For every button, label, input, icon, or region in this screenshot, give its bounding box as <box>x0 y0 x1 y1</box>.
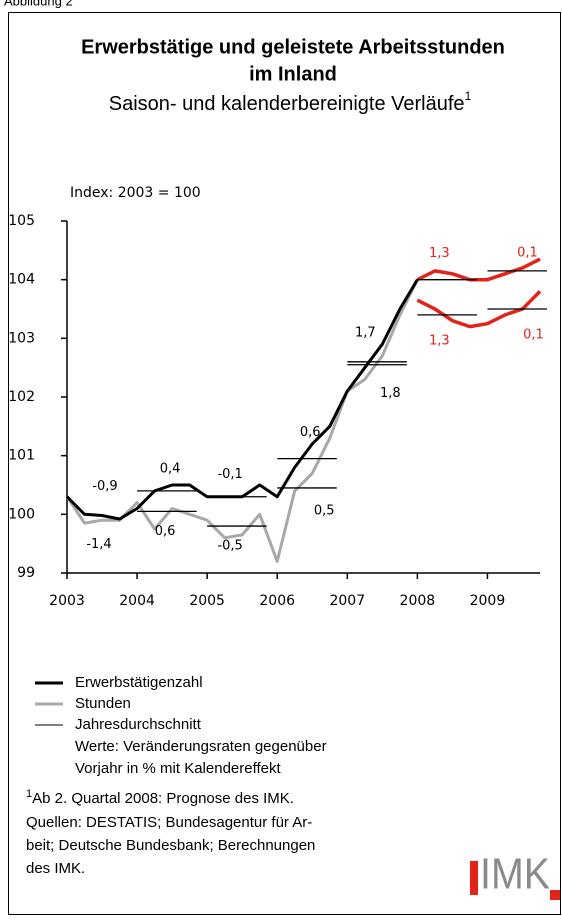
figure-label: Abbildung 2 <box>4 0 73 8</box>
x-tick-label: 2007 <box>329 593 365 609</box>
rate-label: -1,4 <box>86 537 111 552</box>
subtitle-text: Saison- und kalenderbereinigte Verläufe <box>109 93 465 115</box>
subtitle-note: 1 <box>465 89 472 103</box>
footnote-text: Ab 2. Quartal 2008: Prognose des IMK. <box>32 790 294 807</box>
x-tick-label: 2006 <box>259 593 295 609</box>
forecast-line <box>416 290 542 329</box>
rate-label: 1,3 <box>429 246 450 261</box>
rate-label: 1,8 <box>380 386 401 401</box>
y-tick-label: 100 <box>8 506 35 522</box>
legend-label: Stunden <box>75 695 131 712</box>
y-tick-label: 103 <box>8 330 35 346</box>
rate-label: -0,5 <box>217 539 242 554</box>
x-tick-label: 2008 <box>400 593 436 609</box>
x-tick-label: 2005 <box>189 593 225 609</box>
legend-label: Jahresdurchschnitt <box>75 716 202 733</box>
footnote: 1Ab 2. Quartal 2008: Prognose des IMK. <box>26 788 294 807</box>
employment-line <box>65 278 419 521</box>
y-tick-label: 102 <box>8 389 35 405</box>
rate-label: 0,6 <box>155 524 176 539</box>
y-tick-label: 105 <box>8 213 35 229</box>
chart-title: Erwerbstätige und geleistete Arbeitsstun… <box>81 36 505 58</box>
logo: IMK <box>480 850 550 899</box>
logo-mark <box>550 890 560 900</box>
legend-label: Erwerbstätigenzahl <box>75 674 203 691</box>
rate-label: 0,1 <box>523 328 544 343</box>
frame <box>8 12 561 915</box>
y-axis-label: Index: 2003 = 100 <box>70 185 201 201</box>
rate-label: 1,3 <box>429 333 450 348</box>
source-line: Quellen: DESTATIS; Bundesagentur für Ar- <box>26 814 312 831</box>
legend-note: Vorjahr in % mit Kalendereffekt <box>75 760 281 777</box>
rate-label: -0,1 <box>217 467 242 482</box>
rate-label: 0,1 <box>517 245 538 260</box>
footnote-mark: 1 <box>26 788 32 800</box>
y-tick-label: 101 <box>8 448 35 464</box>
source-line: des IMK. <box>26 860 85 877</box>
chart-title: im Inland <box>249 63 337 85</box>
rate-label: 0,5 <box>314 503 335 518</box>
rate-label: 0,4 <box>160 461 181 476</box>
logo-bar <box>470 861 478 895</box>
x-tick-label: 2003 <box>49 593 85 609</box>
rate-label: 1,7 <box>355 325 376 340</box>
source-line: beit; Deutsche Bundesbank; Berechnungen <box>26 837 315 854</box>
forecast-line <box>416 257 541 282</box>
chart-subtitle: Saison- und kalenderbereinigte Verläufe1 <box>109 89 472 115</box>
legend-note: Werte: Veränderungsraten gegenüber <box>75 738 327 755</box>
y-tick-label: 99 <box>17 565 35 581</box>
y-tick-label: 104 <box>8 272 35 288</box>
x-tick-label: 2004 <box>119 593 155 609</box>
x-tick-label: 2009 <box>470 593 506 609</box>
rate-label: -0,9 <box>92 479 117 494</box>
rate-label: 0,6 <box>300 425 321 440</box>
